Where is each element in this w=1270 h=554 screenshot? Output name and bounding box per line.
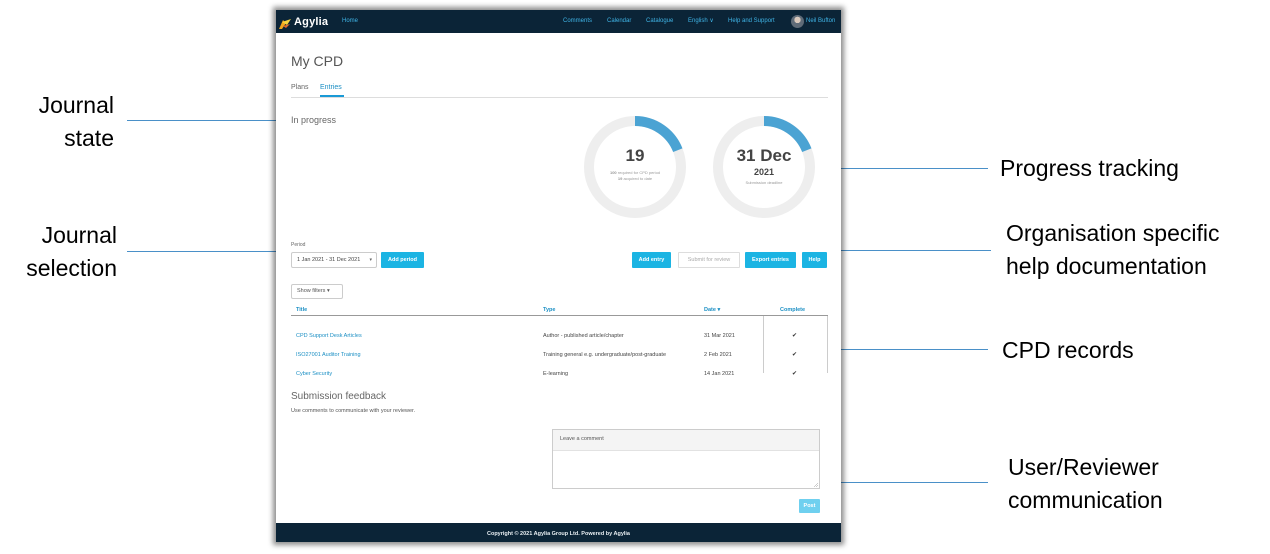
check-icon: ✔ bbox=[792, 371, 798, 377]
nav-language[interactable]: English ∨ bbox=[688, 18, 714, 24]
export-entries-button[interactable]: Export entries bbox=[745, 252, 796, 268]
callout-progress-tracking: Progress tracking bbox=[1000, 155, 1179, 181]
check-icon: ✔ bbox=[792, 333, 798, 339]
nav-help-support[interactable]: Help and Support bbox=[728, 18, 775, 24]
chevron-down-icon: ▾ bbox=[369, 257, 372, 263]
leader-progress bbox=[833, 168, 988, 169]
deadline-year: 2021 bbox=[753, 167, 775, 177]
entry-title-link[interactable]: ISO27001 Auditor Training bbox=[296, 352, 361, 358]
nav-comments[interactable]: Comments bbox=[563, 18, 593, 24]
feedback-title: Submission feedback bbox=[291, 391, 387, 402]
active-tab-indicator bbox=[320, 95, 344, 97]
period-label: Period bbox=[291, 242, 306, 248]
hours-value: 19 bbox=[625, 146, 645, 165]
callout-communication: User/Reviewer communication bbox=[1008, 454, 1163, 513]
leader-journal-state bbox=[127, 120, 277, 121]
callout-cpd-records: CPD records bbox=[1002, 337, 1134, 363]
journal-state: In progress bbox=[291, 115, 337, 125]
help-button[interactable]: Help bbox=[802, 252, 827, 268]
check-icon: ✔ bbox=[792, 352, 798, 358]
logo-text: Agylia bbox=[294, 15, 329, 28]
table-header-divider bbox=[291, 315, 828, 316]
entry-date: 2 Feb 2021 bbox=[704, 352, 732, 358]
column-header-type[interactable]: Type bbox=[543, 307, 556, 313]
leader-communication bbox=[833, 482, 988, 483]
leader-help bbox=[829, 250, 991, 251]
entry-type: Training general e.g. undergraduate/post… bbox=[543, 352, 667, 358]
footer: Copyright © 2021 Agylia Group Ltd. Power… bbox=[276, 523, 841, 542]
nav-calendar[interactable]: Calendar bbox=[607, 18, 632, 24]
deadline-caption: Submission deadline bbox=[745, 180, 783, 185]
nav-user-name[interactable]: Neil Bufton bbox=[806, 18, 836, 24]
post-button[interactable]: Post bbox=[799, 499, 820, 513]
deadline-day-month: 31 Dec bbox=[736, 146, 792, 165]
page-title: My CPD bbox=[291, 53, 344, 69]
agylia-logo-icon bbox=[279, 16, 291, 29]
add-period-button[interactable]: Add period bbox=[381, 252, 424, 268]
deadline-progress-ring: 31 Dec 2021 Submission deadline bbox=[711, 114, 817, 220]
tab-entries[interactable]: Entries bbox=[320, 84, 342, 91]
submit-for-review-button[interactable]: Submit for review bbox=[678, 252, 740, 268]
column-header-title[interactable]: Title bbox=[296, 307, 308, 313]
comment-box[interactable]: Leave a comment bbox=[552, 429, 820, 489]
nav-home[interactable]: Home bbox=[342, 18, 359, 24]
top-nav-bar: Agylia Home Comments Calendar Catalogue … bbox=[276, 10, 841, 33]
entry-title-link[interactable]: Cyber Security bbox=[296, 371, 333, 377]
callout-journal-state: Journal state bbox=[38, 92, 114, 151]
tab-plans[interactable]: Plans bbox=[291, 84, 309, 91]
feedback-subtitle: Use comments to communicate with your re… bbox=[291, 408, 416, 414]
user-avatar[interactable] bbox=[791, 15, 804, 28]
column-divider bbox=[763, 316, 764, 373]
leader-journal-selection bbox=[127, 251, 289, 252]
hours-required: 100 required for CPD period bbox=[609, 170, 661, 175]
add-entry-button[interactable]: Add entry bbox=[632, 252, 671, 268]
entry-date: 31 Mar 2021 bbox=[704, 333, 735, 339]
column-header-complete[interactable]: Complete bbox=[780, 307, 806, 313]
entry-title-link[interactable]: CPD Support Desk Articles bbox=[296, 333, 362, 339]
callout-journal-selection: Journal selection bbox=[26, 222, 117, 281]
column-header-date[interactable]: Date ▾ bbox=[704, 307, 721, 313]
entry-type: Author - published article/chapter bbox=[543, 333, 624, 339]
hours-acquired: 19 acquired to date bbox=[617, 176, 653, 181]
period-select-value: 1 Jan 2021 - 31 Dec 2021 bbox=[297, 257, 361, 263]
period-select[interactable]: 1 Jan 2021 - 31 Dec 2021 ▾ bbox=[291, 252, 377, 268]
app-window: Agylia Home Comments Calendar Catalogue … bbox=[276, 10, 841, 542]
nav-catalogue[interactable]: Catalogue bbox=[646, 18, 674, 24]
tabs-divider bbox=[291, 97, 828, 98]
callout-help-docs: Organisation specific help documentation bbox=[1006, 220, 1220, 279]
show-filters-button[interactable]: Show filters ▾ bbox=[291, 284, 343, 299]
hours-progress-ring: 19 100 required for CPD period 19 acquir… bbox=[582, 114, 688, 220]
entry-type: E-learning bbox=[543, 371, 569, 377]
leader-cpd-records bbox=[833, 349, 988, 350]
resize-grip-icon[interactable] bbox=[813, 482, 818, 487]
column-divider bbox=[827, 316, 828, 373]
agylia-logo[interactable]: Agylia bbox=[279, 14, 328, 29]
comment-placeholder: Leave a comment bbox=[553, 430, 819, 451]
entry-date: 14 Jan 2021 bbox=[704, 371, 735, 377]
